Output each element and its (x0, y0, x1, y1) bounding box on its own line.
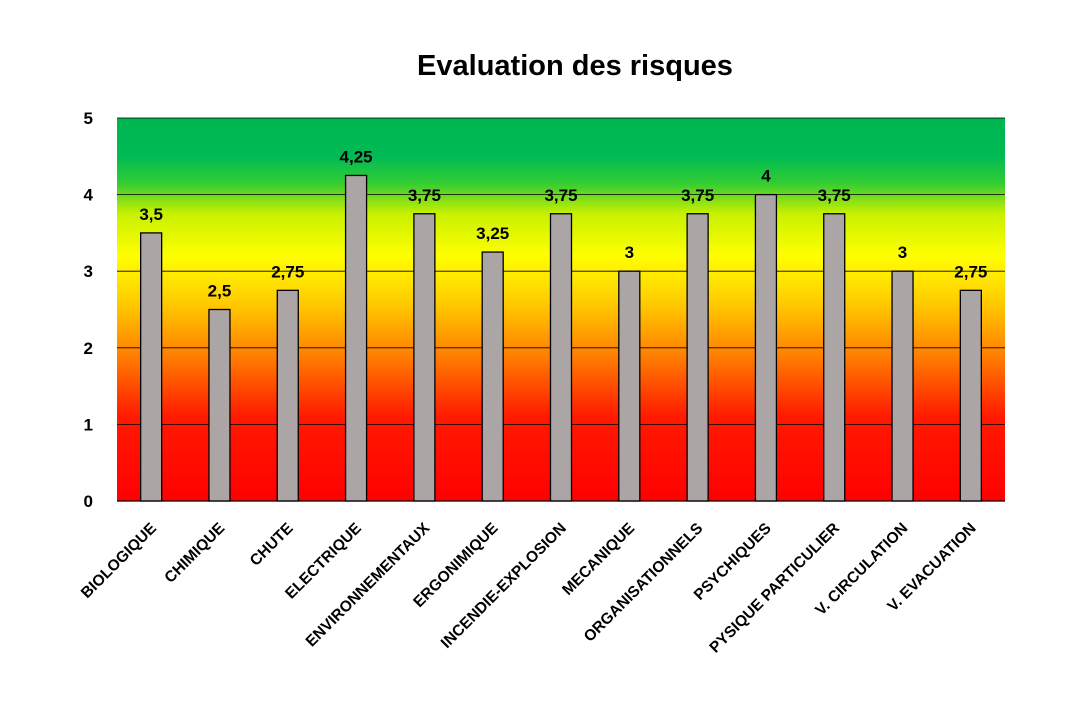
bars (140, 174, 982, 502)
bar (618, 270, 641, 502)
y-tick-label: 2 (84, 339, 93, 358)
data-label: 4 (761, 167, 771, 186)
bar (686, 213, 709, 502)
bar (549, 213, 573, 502)
data-label: 3 (625, 243, 634, 262)
bar (823, 213, 846, 502)
x-axis: BIOLOGIQUE CHIMIQUE CHUTEELECTRIQUEENVIRON… (78, 519, 980, 656)
y-tick-label: 0 (84, 492, 93, 511)
bar (959, 289, 982, 502)
data-label: 3,75 (408, 186, 441, 205)
bar (276, 289, 299, 502)
bar (891, 270, 914, 502)
data-label: 2,5 (208, 282, 232, 301)
data-label: 2,75 (954, 262, 987, 281)
x-tick-label: BIOLOGIQUE (78, 520, 160, 602)
bar (481, 251, 504, 502)
bar (140, 232, 163, 502)
x-tick-label: CHUTE (247, 520, 297, 570)
bar (754, 193, 778, 502)
bar (413, 213, 436, 502)
chart-title: Evaluation des risques (417, 50, 733, 82)
data-label: 3,75 (818, 186, 851, 205)
x-tick-label: PYSIQUE PARTICULIER (706, 520, 843, 657)
y-axis: 0 1 2 3 4 5 (84, 109, 94, 511)
data-label: 4,25 (340, 147, 373, 166)
data-label: 3,25 (476, 224, 509, 243)
x-tick-label: ENVIRONNEMENTAUX (303, 519, 434, 650)
data-label: 3,75 (544, 186, 577, 205)
data-label: 2,75 (271, 262, 304, 281)
data-labels: 3,5 2,5 2,75 4,25 3,75 3,25 3,75 3 3,75 4 3,75 3 2,7… (139, 147, 987, 300)
y-tick-label: 4 (84, 186, 94, 205)
data-label: 3,75 (681, 186, 714, 205)
data-label: 3 (898, 243, 907, 262)
x-tick-label: CHIMIQUE (161, 520, 228, 587)
y-tick-label: 5 (84, 109, 93, 128)
y-tick-label: 1 (84, 415, 93, 434)
data-label: 3,5 (139, 205, 163, 224)
y-tick-label: 3 (84, 262, 93, 281)
bar (208, 308, 231, 502)
bar (344, 174, 368, 502)
x-tick-label: ORGANISATIONNELS (581, 520, 707, 646)
x-tick-label: INCENDIE-EXPLOSION (438, 520, 570, 652)
